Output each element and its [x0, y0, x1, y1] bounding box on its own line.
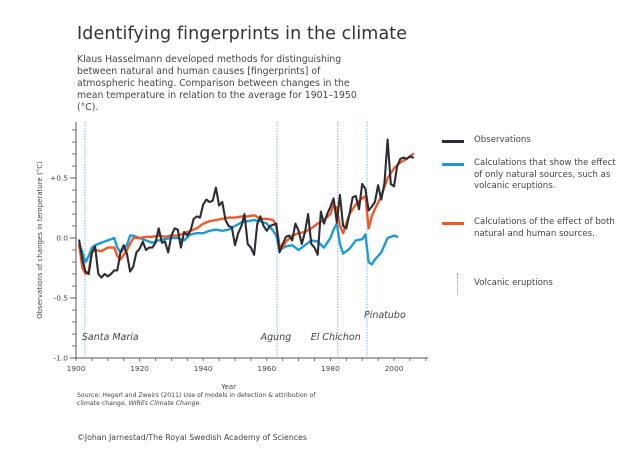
legend-swatch-volcanic — [457, 273, 458, 295]
copyright-credit: ©Johan Jarnestad/The Royal Swedish Acade… — [77, 433, 307, 442]
x-tick-label: 1960 — [257, 364, 276, 373]
series-lines — [77, 138, 415, 279]
source-text: Source: Hegerl and Zweirs (2011) Use of … — [77, 392, 316, 408]
volcanic-eruption-label: Santa Maria — [82, 332, 139, 343]
x-tick-label: 2000 — [385, 364, 404, 373]
source-note: Source: Hegerl and Zweirs (2011) Use of … — [77, 392, 337, 409]
y-tick-label: -0.5 — [54, 294, 69, 303]
legend-label: Volcanic eruptions — [474, 278, 553, 288]
x-tick-label: 1900 — [67, 364, 86, 373]
volcanic-eruption-label: Pinatubo — [364, 310, 406, 321]
x-tick-label: 1920 — [130, 364, 149, 373]
legend-swatch-observations — [442, 140, 464, 143]
x-axis-title: Year — [220, 383, 236, 391]
y-tick-label: -1.0 — [54, 354, 69, 363]
y-tick-label: +0.5 — [50, 174, 68, 183]
source-journal: WIREs Climate Change. — [128, 400, 202, 408]
legend-label: Calculations of the effect of both natur… — [474, 217, 615, 239]
volcanic-eruption-label: El Chichon — [311, 332, 361, 343]
volcanic-lines — [84, 122, 368, 358]
legend-swatch-natural-human — [442, 222, 464, 225]
series-line-natural-human — [77, 152, 415, 276]
legend-swatch-natural — [442, 163, 464, 166]
series-line-observations — [78, 138, 415, 279]
y-axis-title: Observations of changes in temperature (… — [36, 161, 44, 319]
page-subtitle: Klaus Hasselmann developed methods for d… — [77, 54, 357, 113]
page-title: Identifying fingerprints in the climate — [77, 24, 408, 44]
legend-label: Calculations that show the effect of onl… — [474, 158, 616, 192]
y-tick-label: 0.0 — [56, 234, 68, 243]
x-tick-label: 1980 — [321, 364, 340, 373]
volcanic-eruption-label: Agung — [260, 332, 292, 343]
legend-label: Observations — [474, 135, 531, 145]
x-tick-label: 1940 — [194, 364, 213, 373]
